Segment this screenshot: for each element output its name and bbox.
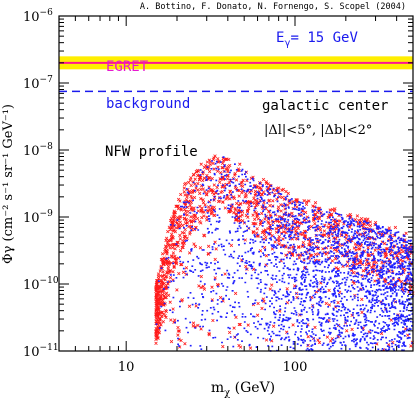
- egret-label: EGRET: [106, 59, 149, 75]
- profile-label: NFW profile: [105, 144, 198, 160]
- y-tick-label: 10−11: [23, 343, 59, 360]
- reference-lines: [59, 56, 413, 93]
- y-tick-label: 10−7: [23, 75, 53, 92]
- scatter-series-blue: [155, 156, 414, 352]
- scatter-points: [154, 154, 415, 352]
- y-tick-label: 10−9: [23, 209, 53, 226]
- credit-text: A. Bottino, F. Donato, N. Fornengo, S. S…: [140, 2, 406, 12]
- region-cuts: |Δl|<5°, |Δb|<2°: [264, 123, 372, 138]
- x-tick-label: 100: [283, 360, 308, 375]
- scatter-series-red: [154, 154, 415, 352]
- y-tick-label: 10−6: [23, 8, 53, 25]
- region-title: galactic center: [262, 98, 388, 114]
- y-axis-label: Φγ (cm⁻² s⁻¹ sr⁻¹ GeV⁻¹): [1, 104, 16, 264]
- energy-label: Eγ= 15 GeV: [276, 30, 358, 49]
- y-tick-label: 10−8: [23, 142, 53, 159]
- x-tick-label: 10: [118, 360, 135, 375]
- scatter-points-blue: [155, 156, 414, 352]
- background-label: background: [106, 96, 190, 112]
- axis-ticks: [58, 15, 414, 352]
- plot-frame: [58, 15, 414, 352]
- x-axis-label: mχ (GeV): [211, 380, 275, 399]
- y-tick-label: 10−10: [23, 276, 59, 293]
- annotations: A. Bottino, F. Donato, N. Fornengo, S. S…: [1, 2, 406, 399]
- scatter-points-red: [154, 154, 415, 352]
